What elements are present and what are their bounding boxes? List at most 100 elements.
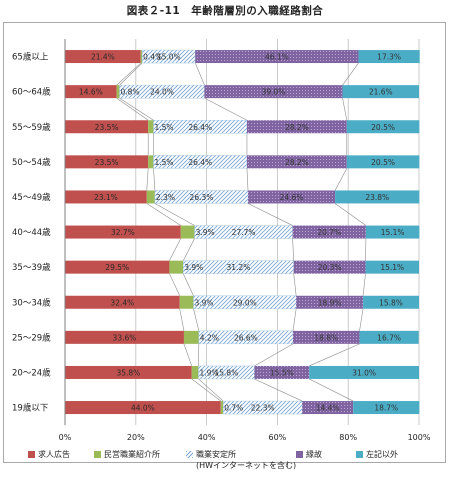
data-label: 27.7% [232, 228, 256, 237]
category-label: 65歳以上 [12, 52, 49, 63]
series-line [194, 309, 199, 331]
series-line [183, 239, 194, 261]
series-line [184, 344, 192, 366]
data-label: 17.3% [377, 53, 401, 62]
x-tick-label: 0% [59, 433, 72, 442]
bar-segment [141, 50, 142, 63]
category-label: 20～24歳 [12, 367, 51, 378]
legend-label: 縁故 [306, 450, 322, 459]
series-line [169, 239, 180, 261]
data-label: 44.0% [131, 404, 155, 413]
data-label: 18.7% [374, 404, 398, 413]
data-label: 2.3% [156, 193, 175, 202]
series-line [169, 274, 179, 296]
data-label: 23.1% [94, 193, 118, 202]
series-line [360, 309, 364, 331]
data-label: 0.8% [121, 88, 140, 97]
series-line [335, 168, 347, 190]
bar-segment [184, 331, 199, 344]
bar-segment [192, 366, 199, 379]
series-line [183, 274, 193, 296]
category-label: 45～49歳 [12, 192, 51, 203]
data-label: 23.5% [95, 158, 119, 167]
chart-frame: 21.4%0.4%15.0%46.1%17.3%14.6%0.8%24.0%39… [3, 22, 446, 463]
data-label: 3.9% [196, 228, 215, 237]
series-line [293, 309, 296, 331]
series-line [343, 63, 359, 85]
data-label: 23.8% [365, 193, 389, 202]
data-label: 23.5% [95, 123, 119, 132]
series-line [120, 63, 143, 85]
bar-segment [148, 155, 153, 168]
series-line [195, 63, 204, 85]
legend-item: 求人広告 [28, 449, 70, 460]
bar-segment [180, 296, 194, 309]
stacked-bar-chart: 21.4%0.4%15.0%46.1%17.3%14.6%0.8%24.0%39… [4, 23, 445, 462]
data-label: 0.7% [224, 404, 243, 413]
data-label: 14.6% [79, 88, 103, 97]
data-label: 15.1% [381, 228, 405, 237]
series-line [343, 98, 347, 120]
data-label: 1.5% [155, 158, 174, 167]
data-label: 14.4% [316, 404, 340, 413]
data-label: 15.8% [215, 368, 239, 377]
series-line [147, 168, 148, 190]
bar-segment [221, 401, 223, 414]
data-label: 33.6% [113, 333, 137, 342]
bar-segment [117, 85, 120, 98]
legend-label: 職業安定所 [196, 450, 236, 459]
data-label: 26.3% [190, 193, 214, 202]
series-line [247, 168, 248, 190]
data-label: 15.1% [380, 263, 404, 272]
data-label: 26.6% [234, 333, 258, 342]
series-line [198, 379, 223, 401]
bar-segment [181, 226, 195, 239]
data-label: 20.7% [317, 228, 341, 237]
legend-item: 左記以外 [356, 449, 398, 460]
legend-swatch [28, 451, 35, 458]
data-label: 26.4% [188, 123, 212, 132]
bar-segment [169, 261, 183, 274]
data-label: 24.6% [280, 193, 304, 202]
series-line [363, 274, 365, 296]
x-tick-label: 20% [127, 433, 145, 442]
x-tick-label: 80% [339, 433, 357, 442]
bar-segment [148, 120, 153, 133]
x-tick-label: 100% [408, 433, 431, 442]
legend-item: 民営職業紹介所 [94, 449, 160, 460]
legend-label: 左記以外 [366, 450, 398, 459]
data-label: 3.9% [195, 298, 214, 307]
figure-title: 図表２-11 年齢階層別の入職経路割合 [0, 3, 450, 18]
legend-label: 求人広告 [38, 450, 70, 459]
data-label: 20.3% [318, 263, 342, 272]
data-label: 46.1% [265, 53, 289, 62]
data-label: 28.2% [285, 158, 309, 167]
data-label: 31.2% [227, 263, 251, 272]
data-label: 29.0% [233, 298, 257, 307]
series-line [147, 203, 181, 225]
legend-swatch [94, 451, 101, 458]
series-line [155, 203, 195, 225]
data-label: 16.7% [377, 333, 401, 342]
category-label: 30～34歳 [12, 297, 51, 308]
legend-swatch [186, 451, 193, 458]
data-label: 15.8% [379, 298, 403, 307]
category-label: 50～54歳 [12, 157, 51, 168]
data-label: 24.0% [150, 88, 174, 97]
category-label: 55～59歳 [12, 122, 51, 133]
data-label: 29.5% [105, 263, 129, 272]
series-line [120, 98, 154, 120]
data-label: 39.0% [262, 88, 286, 97]
category-label: 60～64歳 [12, 87, 51, 98]
data-label: 15.0% [157, 53, 181, 62]
series-line [309, 344, 359, 366]
series-line [204, 98, 246, 120]
series-line [254, 379, 302, 401]
data-label: 18.9% [318, 298, 342, 307]
data-label: 32.7% [111, 228, 135, 237]
chart-legend: 求人広告民営職業紹介所職業安定所(HWインターネットを含む)縁故左記以外 [26, 449, 446, 485]
data-label: 32.4% [110, 298, 134, 307]
data-label: 18.8% [314, 333, 338, 342]
legend-label: 民営職業紹介所 [104, 450, 160, 459]
data-label: 20.5% [371, 123, 395, 132]
